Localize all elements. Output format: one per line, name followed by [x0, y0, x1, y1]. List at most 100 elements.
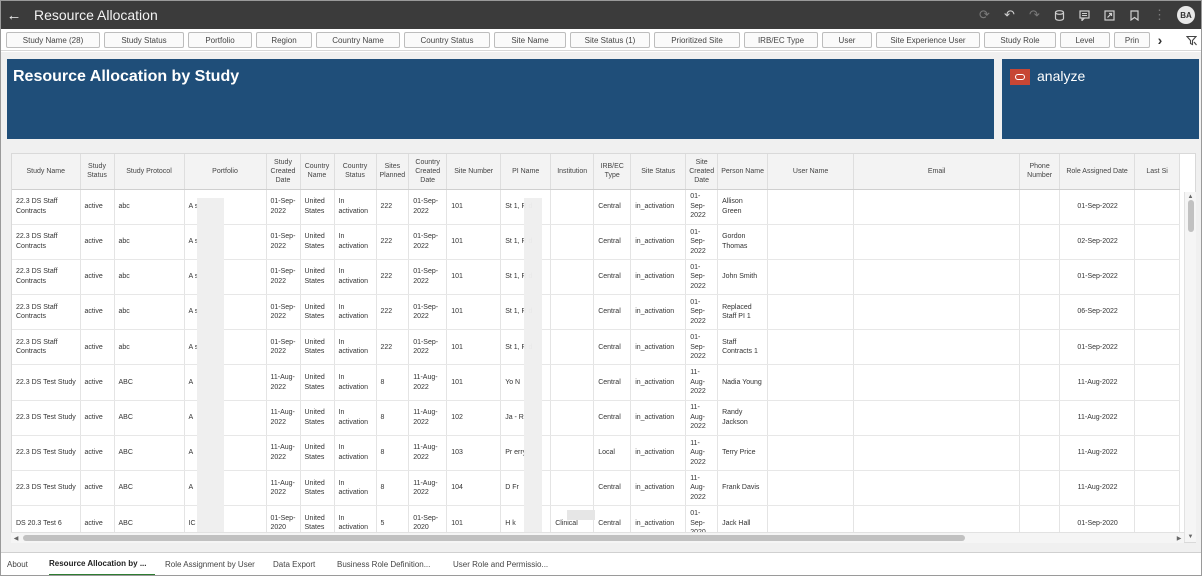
filter-chip[interactable]: Region — [256, 32, 312, 48]
table-cell — [767, 224, 855, 260]
scroll-left-icon[interactable]: ◀ — [13, 535, 19, 542]
column-header[interactable]: Study Name — [12, 154, 81, 190]
filter-chip[interactable]: User — [822, 32, 872, 48]
chevron-right-icon[interactable]: › — [1157, 32, 1163, 48]
table-row[interactable]: 22.3 DS Test Study active ABC A 11-Aug-2022 U… — [12, 435, 1181, 472]
table-row[interactable]: 22.3 DS Staff Contracts active abc A s 01-Se… — [12, 329, 1181, 366]
canvas-tab[interactable]: Role Assignment by User — [165, 560, 255, 569]
data-table-panel: Study Name Study Status Study Protocol Port… — [11, 153, 1196, 543]
column-header[interactable]: Country Name — [300, 154, 335, 190]
filter-chip[interactable]: Level — [1060, 32, 1110, 48]
table-cell: In activation — [334, 189, 377, 225]
more-icon[interactable]: ⋮ — [1153, 7, 1166, 22]
filter-chip[interactable]: IRB/EC Type — [744, 32, 818, 48]
column-header[interactable]: IRB/EC Type — [593, 154, 632, 190]
scroll-right-icon[interactable]: ▶ — [1176, 535, 1182, 542]
column-header[interactable]: Last Si — [1134, 154, 1181, 190]
comment-icon[interactable] — [1072, 1, 1097, 29]
table-row[interactable]: 22.3 DS Staff Contracts active abc A s 01-Se… — [12, 259, 1181, 296]
back-arrow-icon[interactable]: ← — [6, 6, 22, 24]
table-row[interactable]: 22.3 DS Test Study active ABC A 11-Aug-2022 U… — [12, 470, 1181, 507]
data-icon[interactable] — [1047, 1, 1072, 29]
column-header[interactable]: Study Created Date — [266, 154, 301, 190]
column-header[interactable]: Sites Planned — [376, 154, 410, 190]
table-cell: 01-Sep-2022 — [685, 329, 719, 366]
table-cell: ABC — [114, 470, 185, 507]
column-header[interactable]: Site Status — [630, 154, 687, 190]
scroll-up-icon[interactable]: ▲ — [1187, 194, 1194, 200]
filter-bar: Study Name (28) Study Status Portfolio Regi… — [1, 29, 1201, 51]
filter-chip[interactable]: Study Status — [104, 32, 184, 48]
filter-chip[interactable]: Prin — [1114, 32, 1150, 48]
table-cell: 11-Aug-2022 — [1059, 435, 1136, 472]
vertical-scroll-thumb[interactable] — [1188, 200, 1194, 232]
table-cell: Central — [593, 470, 632, 507]
table-cell — [1134, 294, 1181, 331]
present-icon[interactable] — [1097, 1, 1122, 29]
column-header[interactable]: Role Assigned Date — [1059, 154, 1136, 190]
column-header[interactable]: User Name — [767, 154, 855, 190]
table-cell: 06-Sep-2022 — [1059, 294, 1136, 331]
column-header[interactable]: Study Status — [80, 154, 115, 190]
user-avatar[interactable]: BA — [1177, 6, 1195, 24]
canvas-tab[interactable]: Resource Allocation by ... — [49, 553, 155, 575]
canvas-tab[interactable]: About — [7, 560, 28, 569]
table-row[interactable]: 22.3 DS Test Study active ABC A 11-Aug-2022 U… — [12, 364, 1181, 401]
column-header[interactable]: Email — [853, 154, 1021, 190]
filter-chip[interactable]: Site Experience User — [876, 32, 980, 48]
filter-chip[interactable]: Country Name — [316, 32, 400, 48]
vertical-scrollbar[interactable]: ▲ ▼ — [1184, 192, 1196, 542]
table-cell: active — [80, 259, 115, 296]
horizontal-scrollbar[interactable]: ◀ ▶ — [11, 532, 1184, 543]
table-cell: active — [80, 435, 115, 472]
column-header[interactable]: Person Name — [717, 154, 769, 190]
table-cell: 22.3 DS Test Study — [12, 435, 81, 472]
table-cell: in_activation — [630, 189, 687, 225]
canvas-tab[interactable]: Data Export — [273, 560, 316, 569]
filter-chip[interactable]: Study Name (28) — [6, 32, 100, 48]
table-cell: in_activation — [630, 294, 687, 331]
table-cell: abc — [114, 329, 185, 366]
canvas-tab[interactable]: Business Role Definition... — [337, 560, 431, 569]
column-header[interactable]: Portfolio — [184, 154, 267, 190]
table-row[interactable]: 22.3 DS Staff Contracts active abc A s 01-Se… — [12, 189, 1181, 225]
table-cell: 01-Sep-2022 — [266, 294, 301, 331]
app-title: Resource Allocation — [34, 7, 158, 23]
table-row[interactable]: 22.3 DS Staff Contracts active abc A s 01-Se… — [12, 224, 1181, 260]
table-cell: 11-Aug-2022 — [266, 435, 301, 472]
redo-icon[interactable]: ↷ — [1029, 7, 1040, 22]
filter-chip[interactable]: Prioritized Site — [654, 32, 740, 48]
filter-icon[interactable] — [1185, 33, 1197, 47]
column-header[interactable]: Country Status — [334, 154, 377, 190]
filter-chip[interactable]: Site Name — [494, 32, 566, 48]
table-cell: In activation — [334, 294, 377, 331]
column-header[interactable]: Site Number — [446, 154, 502, 190]
filter-chip[interactable]: Site Status (1) — [570, 32, 650, 48]
column-header[interactable]: PI Name — [500, 154, 552, 190]
table-cell: active — [80, 470, 115, 507]
table-cell: 01-Sep-2022 — [266, 329, 301, 366]
filter-chip[interactable]: Country Status — [404, 32, 490, 48]
column-header[interactable]: Institution — [550, 154, 595, 190]
refresh-icon[interactable]: ⟳ — [979, 7, 990, 22]
horizontal-scroll-thumb[interactable] — [23, 535, 965, 541]
filter-chip[interactable]: Portfolio — [188, 32, 252, 48]
report-canvas: Resource Allocation by Study analyze Stu… — [1, 52, 1201, 552]
table-row[interactable]: 22.3 DS Test Study active ABC A 11-Aug-2022 U… — [12, 400, 1181, 436]
column-header[interactable]: Country Created Date — [408, 154, 448, 190]
column-header[interactable]: Phone Number — [1019, 154, 1061, 190]
filter-chip[interactable]: Study Role — [984, 32, 1056, 48]
table-cell: 22.3 DS Staff Contracts — [12, 189, 81, 225]
column-header[interactable]: Study Protocol — [114, 154, 185, 190]
undo-icon[interactable]: ↶ — [1004, 7, 1015, 22]
table-cell — [1134, 435, 1181, 472]
table-cell: Central — [593, 189, 632, 225]
table-cell: 22.3 DS Test Study — [12, 364, 81, 401]
bookmark-icon[interactable] — [1122, 1, 1147, 29]
table-cell: 01-Sep-2022 — [408, 294, 448, 331]
redaction-mask — [197, 198, 224, 542]
scroll-down-icon[interactable]: ▼ — [1187, 534, 1194, 540]
canvas-tab[interactable]: User Role and Permissio... — [453, 560, 549, 569]
table-row[interactable]: 22.3 DS Staff Contracts active abc A s 01-Se… — [12, 294, 1181, 331]
column-header[interactable]: Site Created Date — [685, 154, 719, 190]
